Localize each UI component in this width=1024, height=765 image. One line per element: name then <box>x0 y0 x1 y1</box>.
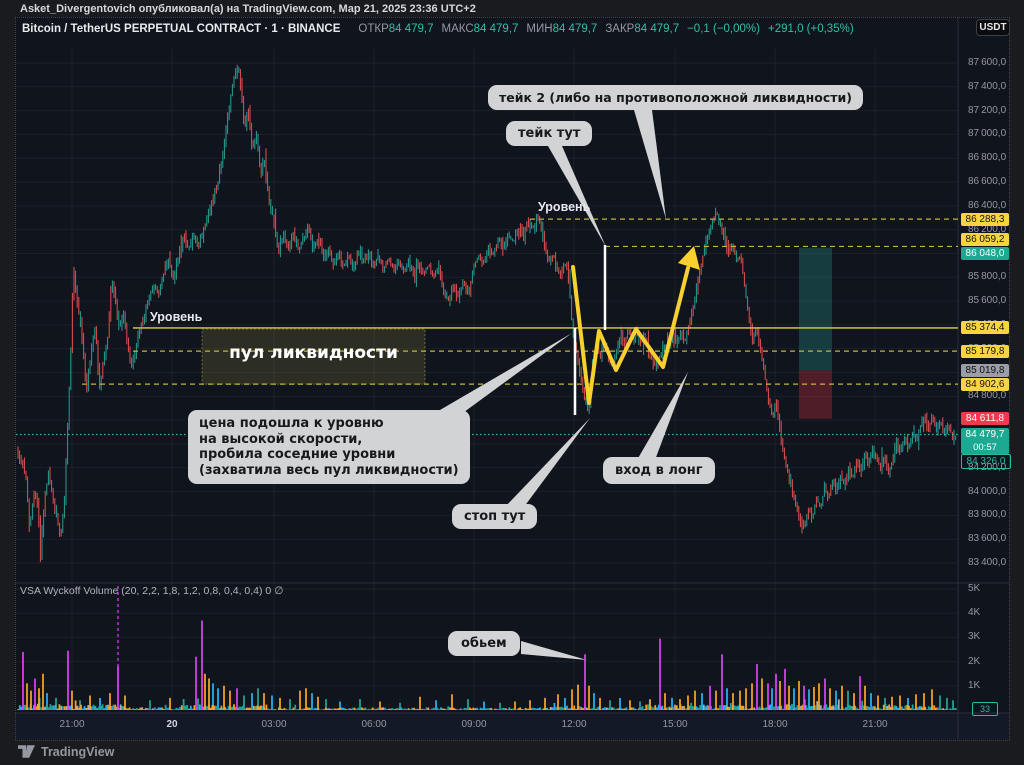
volume-tick: 1K <box>968 679 981 691</box>
price-line-label: 84 902,6 <box>961 377 1009 391</box>
time-tick: 06:00 <box>361 719 387 730</box>
high-label: МАКС <box>441 23 474 35</box>
price-tick: 84 200,0 <box>968 461 1007 473</box>
time-tick: 15:00 <box>662 719 688 730</box>
tradingview-logo-icon <box>18 745 35 758</box>
explanation-line: пробила соседние уровни <box>199 447 396 462</box>
explanation-line: (захватила весь пул ликвидности) <box>199 462 459 478</box>
liquidity-pool-label: пул ликвидности <box>229 343 398 363</box>
price-line-label: 85 374,4 <box>961 321 1009 335</box>
price-line-label: 84 326,0 <box>961 454 1011 470</box>
level-label-mid: Уровень <box>538 200 591 214</box>
indicator-title[interactable]: VSA Wyckoff Volume (20, 2,2, 1,8, 1,2, 0… <box>20 585 284 597</box>
time-tick: 12:00 <box>561 719 587 730</box>
callout-take2[interactable]: тейк 2 (либо на противоположной ликвидно… <box>488 85 864 110</box>
time-tick: 21:00 <box>59 719 85 730</box>
session-change-value: +291,0 (+0,35%) <box>767 23 854 35</box>
price-tick: 86 800,0 <box>968 152 1007 164</box>
time-tick: 09:00 <box>461 719 487 730</box>
price-line-label: 86 059,2 <box>961 232 1009 246</box>
open-value: 84 479,7 <box>388 23 434 35</box>
price-tick: 86 200,0 <box>968 223 1007 235</box>
price-line-label: 84 479,7 00:57 <box>961 428 1009 455</box>
time-tick: 21:00 <box>862 719 888 730</box>
time-tick: 18:00 <box>762 719 788 730</box>
price-line-label: 85 019,8 <box>961 363 1009 377</box>
open-label: ОТКР <box>358 23 389 35</box>
callout-long-entry[interactable]: вход в лонг <box>603 457 715 484</box>
price-tick: 85 600,0 <box>968 295 1007 307</box>
time-tick: 20 <box>166 719 178 730</box>
volume-tick: 5K <box>968 583 981 594</box>
price-tick: 87 600,0 <box>968 57 1007 68</box>
price-tick: 86 600,0 <box>968 176 1007 188</box>
countdown-timer: 00:57 <box>973 442 997 454</box>
price-tick: 85 800,0 <box>968 271 1007 283</box>
currency-toggle-button[interactable]: USDT <box>976 19 1010 36</box>
price-tick: 84 800,0 <box>968 390 1007 402</box>
price-tick: 84 000,0 <box>968 485 1007 497</box>
price-tick: 87 400,0 <box>968 80 1007 92</box>
price-line-label: 85 179,8 <box>961 344 1009 358</box>
volume-tick: 2K <box>968 655 981 667</box>
price-tick: 83 400,0 <box>968 557 1007 568</box>
close-label: ЗАКР <box>605 23 635 35</box>
volume-tick: 3K <box>968 631 981 643</box>
callout-stop-here[interactable]: стоп тут <box>452 504 538 529</box>
price-tick: 86 400,0 <box>968 199 1007 211</box>
tradingview-logo-text: TradingView <box>41 744 115 759</box>
close-value: 84 479,7 <box>634 23 680 35</box>
explanation-line: цена подошла к уровню <box>199 416 384 431</box>
price-line-label: 84 611,8 <box>961 412 1009 426</box>
price-line-label: 86 288,3 <box>961 212 1009 226</box>
low-value: 84 479,7 <box>552 23 598 35</box>
callout-volume[interactable]: обьем <box>448 631 520 656</box>
volume-tick: 4K <box>968 607 981 619</box>
price-tick: 83 800,0 <box>968 509 1007 521</box>
attribution-text: Asket_Divergentovich опубликовал(а) на T… <box>20 3 476 15</box>
price-tick: 87 000,0 <box>968 128 1007 140</box>
callout-explanation[interactable]: цена подошла к уровню на высокой скорост… <box>188 410 470 484</box>
symbol-title[interactable]: Bitcoin / TetherUS PERPETUAL CONTRACT · … <box>22 23 341 35</box>
symbol-info-bar[interactable]: Bitcoin / TetherUS PERPETUAL CONTRACT · … <box>22 23 854 35</box>
level-label-left: Уровень <box>150 310 203 324</box>
tradingview-footer[interactable]: TradingView <box>18 744 114 759</box>
explanation-line: на высокой скорости, <box>199 431 363 447</box>
callout-take-here[interactable]: тейк тут <box>506 121 593 146</box>
price-tick: 87 200,0 <box>968 104 1007 116</box>
price-tick: 83 600,0 <box>968 533 1007 545</box>
volume-current-badge: 33 <box>972 702 998 716</box>
change-value: −0,1 (−0,00%) <box>687 23 760 35</box>
low-label: МИН <box>526 23 553 35</box>
high-value: 84 479,7 <box>473 23 519 35</box>
price-line-label: 86 048,0 <box>961 247 1009 261</box>
time-tick: 03:00 <box>261 719 287 730</box>
